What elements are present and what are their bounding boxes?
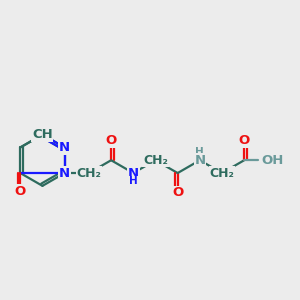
Text: O: O	[15, 185, 26, 198]
Text: CH₂: CH₂	[76, 167, 101, 179]
Text: O: O	[172, 186, 183, 199]
Text: CH: CH	[32, 128, 53, 141]
Text: O: O	[106, 134, 117, 147]
Text: N: N	[194, 154, 206, 167]
Text: H: H	[129, 176, 138, 186]
Text: H: H	[196, 147, 204, 157]
Text: OH: OH	[262, 154, 284, 167]
Text: CH₂: CH₂	[143, 154, 168, 167]
Text: N: N	[128, 167, 139, 179]
Text: N: N	[59, 141, 70, 154]
Text: CH₂: CH₂	[210, 167, 234, 179]
Text: O: O	[238, 134, 250, 147]
Text: N: N	[59, 167, 70, 179]
